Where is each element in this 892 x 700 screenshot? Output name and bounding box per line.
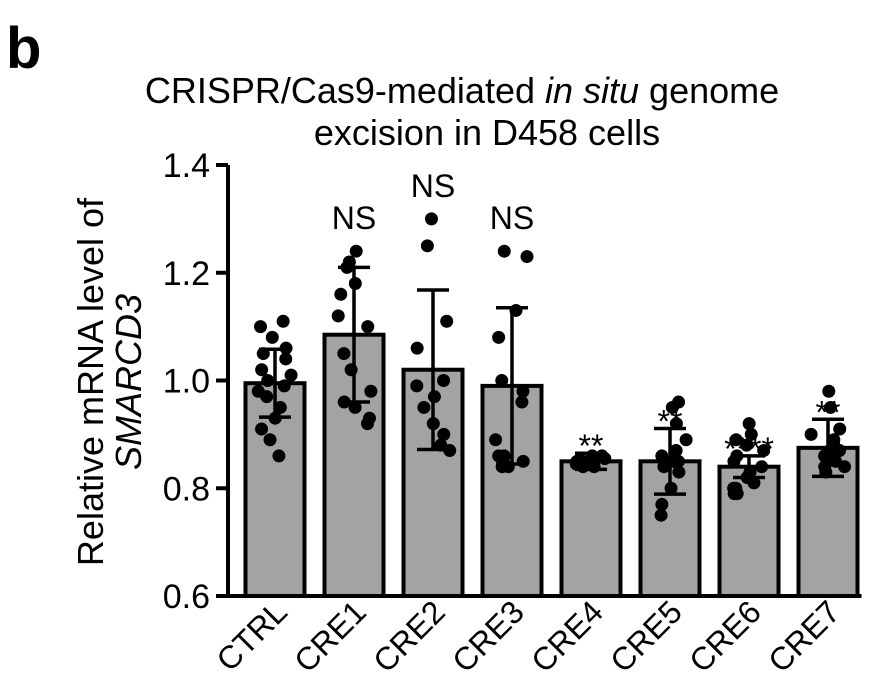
chart-title-line2: excision in D458 cells	[314, 112, 660, 153]
data-point	[757, 444, 771, 458]
data-point	[361, 417, 375, 431]
x-tick-label-cre5: CRE5	[603, 593, 689, 679]
data-point	[349, 244, 363, 258]
data-point	[515, 395, 529, 409]
data-point	[679, 433, 693, 447]
data-point	[727, 454, 741, 468]
x-tick-label-cre2: CRE2	[366, 593, 452, 679]
data-point	[334, 287, 348, 301]
data-point	[824, 400, 838, 414]
data-point	[495, 374, 509, 387]
significance-label: NS	[490, 200, 534, 236]
data-point	[277, 379, 291, 393]
data-point	[497, 449, 511, 463]
data-point	[255, 422, 269, 436]
data-point	[655, 449, 669, 463]
data-point	[598, 452, 612, 466]
data-point	[833, 422, 847, 436]
significance-label: NS	[411, 168, 455, 204]
data-point	[520, 250, 534, 264]
data-point	[279, 352, 293, 366]
data-point	[669, 444, 683, 458]
data-point	[437, 427, 451, 441]
data-point	[420, 239, 434, 253]
data-point	[665, 400, 679, 414]
y-axis-label-line2: SMARCD3	[108, 294, 149, 470]
y-tick-label: 0.6	[163, 578, 210, 616]
data-point	[443, 444, 457, 458]
data-point	[272, 449, 286, 463]
data-point	[822, 384, 836, 398]
plot-area: 0.6 0.8 1.0 1.2 1.4 CTRL NS CRE1 NS CRE2 NS CRE3 ** C…	[163, 147, 862, 679]
data-point	[440, 314, 454, 328]
data-point	[657, 460, 671, 474]
significance-label: **	[658, 403, 683, 439]
panel-label: b	[6, 16, 41, 81]
data-point	[417, 400, 431, 414]
data-point	[364, 384, 378, 398]
data-point	[337, 347, 351, 361]
data-point	[254, 320, 268, 334]
y-tick-label: 1.2	[163, 255, 210, 293]
chart-title-line1: CRISPR/Cas9-mediated in situ genome	[145, 70, 779, 111]
data-point	[747, 476, 761, 490]
data-point	[265, 330, 279, 344]
y-axis-label-line1: Relative mRNA level of	[70, 197, 111, 566]
significance-label: **	[579, 428, 604, 464]
data-point	[655, 497, 669, 511]
data-point	[804, 427, 818, 441]
bar-cre4	[559, 459, 623, 598]
data-point	[516, 454, 530, 468]
y-tick-label: 0.8	[163, 470, 210, 508]
data-point	[833, 444, 847, 458]
y-tick-label: 1.0	[163, 363, 210, 401]
data-point	[410, 341, 424, 355]
data-point	[497, 244, 511, 258]
x-tick-label-cre4: CRE4	[524, 593, 610, 679]
data-point	[838, 460, 852, 474]
data-point	[729, 433, 743, 447]
data-point	[516, 384, 530, 398]
x-tick-label-cre6: CRE6	[682, 593, 768, 679]
data-point	[424, 212, 438, 226]
title-part-1: CRISPR/Cas9-mediated	[145, 70, 545, 111]
data-point	[348, 400, 362, 414]
x-tick-label-ctrl: CTRL	[209, 593, 294, 678]
data-point	[273, 400, 287, 414]
significance-label: **	[816, 394, 841, 430]
x-tick-label-cre3: CRE3	[445, 593, 531, 679]
data-point	[437, 374, 451, 387]
data-point	[276, 314, 290, 328]
data-point	[740, 438, 754, 452]
data-point	[744, 427, 758, 441]
title-part-3: genome	[639, 70, 779, 111]
data-point	[263, 433, 277, 447]
data-point	[260, 390, 274, 404]
data-point	[361, 320, 375, 334]
data-point	[331, 309, 345, 323]
data-point	[672, 465, 686, 479]
data-point	[255, 363, 269, 377]
data-point	[492, 330, 506, 344]
data-point	[261, 374, 275, 387]
significance-label: NS	[332, 200, 376, 236]
data-point	[742, 417, 756, 431]
data-point	[410, 379, 424, 393]
y-tick-label: 1.4	[163, 147, 210, 185]
data-point	[755, 460, 769, 474]
data-point	[727, 487, 741, 501]
significance-label: ****	[724, 431, 774, 467]
title-part-2: in situ	[545, 70, 639, 111]
x-tick-label-cre1: CRE1	[287, 593, 373, 679]
data-point	[489, 433, 503, 447]
x-tick-label-cre7: CRE7	[761, 593, 847, 679]
data-point	[284, 368, 298, 382]
data-point	[654, 508, 668, 522]
